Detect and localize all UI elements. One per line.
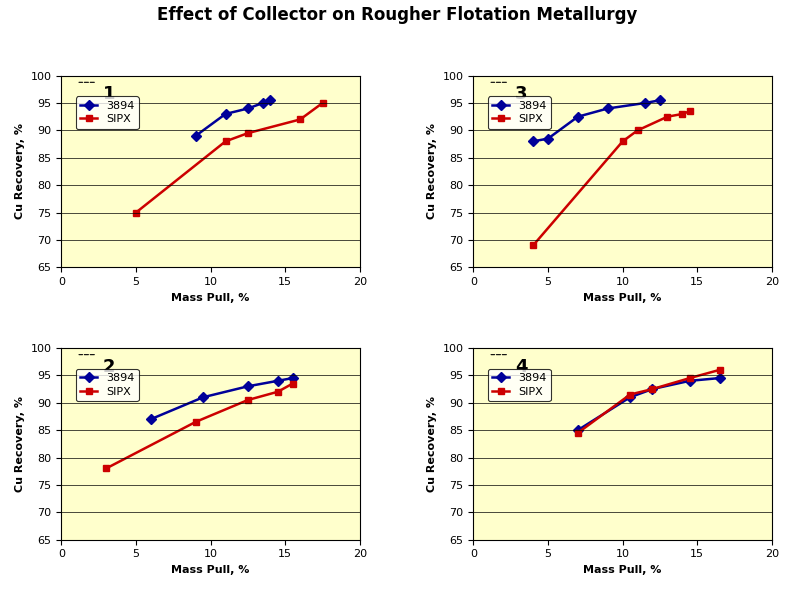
3894 [648,385,657,392]
Y-axis label: Cu Recovery, %: Cu Recovery, % [427,396,437,492]
3894 [626,394,635,401]
3894 [273,377,283,384]
Line: 3894: 3894 [574,375,723,434]
3894 [715,375,724,382]
SIPX [102,465,111,472]
SIPX [648,385,657,392]
Legend: 3894, SIPX: 3894, SIPX [75,369,139,401]
Y-axis label: Cu Recovery, %: Cu Recovery, % [15,396,25,492]
X-axis label: Mass Pull, %: Mass Pull, % [172,293,250,303]
Text: 4: 4 [515,358,528,375]
3894 [146,415,156,422]
SIPX [243,396,252,404]
SIPX [528,242,538,249]
Line: SIPX: SIPX [530,108,693,249]
Y-axis label: Cu Recovery, %: Cu Recovery, % [15,123,25,219]
SIPX [618,138,627,145]
SIPX [685,108,695,115]
Text: 1: 1 [103,85,116,103]
3894 [655,97,665,104]
SIPX [131,209,141,216]
SIPX [318,100,327,107]
3894 [640,100,649,107]
3894 [573,113,583,120]
Y-axis label: Cu Recovery, %: Cu Recovery, % [427,123,437,219]
SIPX [663,113,673,120]
3894 [243,383,252,390]
SIPX [573,430,583,437]
Legend: 3894, SIPX: 3894, SIPX [75,97,139,129]
Legend: 3894, SIPX: 3894, SIPX [488,369,551,401]
SIPX [288,380,298,387]
Text: 3: 3 [515,85,528,103]
SIPX [221,138,230,145]
SIPX [626,391,635,398]
SIPX [273,388,283,395]
3894 [243,105,252,112]
3894 [258,100,268,107]
SIPX [633,127,642,134]
3894 [543,135,553,142]
SIPX [191,418,200,425]
3894 [603,105,612,112]
Text: 2: 2 [103,358,116,375]
3894 [221,110,230,117]
3894 [191,132,200,139]
3894 [198,394,208,401]
3894 [573,427,583,434]
Legend: 3894, SIPX: 3894, SIPX [488,97,551,129]
3894 [528,138,538,145]
Text: Effect of Collector on Rougher Flotation Metallurgy: Effect of Collector on Rougher Flotation… [156,6,638,24]
SIPX [715,366,724,373]
3894 [265,97,275,104]
X-axis label: Mass Pull, %: Mass Pull, % [584,293,662,303]
3894 [685,377,695,384]
X-axis label: Mass Pull, %: Mass Pull, % [172,565,250,575]
SIPX [677,110,687,117]
Line: SIPX: SIPX [102,380,296,472]
3894 [288,375,298,382]
Line: 3894: 3894 [148,375,296,422]
Line: 3894: 3894 [530,97,664,145]
Line: SIPX: SIPX [574,366,723,437]
SIPX [295,116,305,123]
SIPX [685,375,695,382]
X-axis label: Mass Pull, %: Mass Pull, % [584,565,662,575]
Line: 3894: 3894 [192,97,274,139]
Line: SIPX: SIPX [133,100,326,216]
SIPX [243,130,252,137]
